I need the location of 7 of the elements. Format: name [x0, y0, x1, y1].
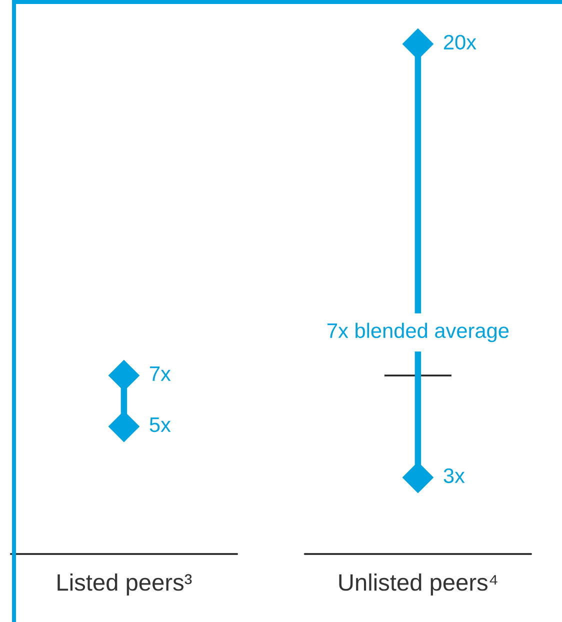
- data-label: 5x: [150, 418, 171, 432]
- ref-line-label: 7x blended average: [328, 322, 509, 342]
- x-tick-label: Listed peers³: [58, 573, 192, 596]
- data-label: 3x: [444, 468, 465, 484]
- data-label: 7x: [150, 366, 171, 381]
- data-label: 20x: [444, 34, 476, 50]
- x-tick-label: Unlisted peers⁴: [339, 573, 498, 596]
